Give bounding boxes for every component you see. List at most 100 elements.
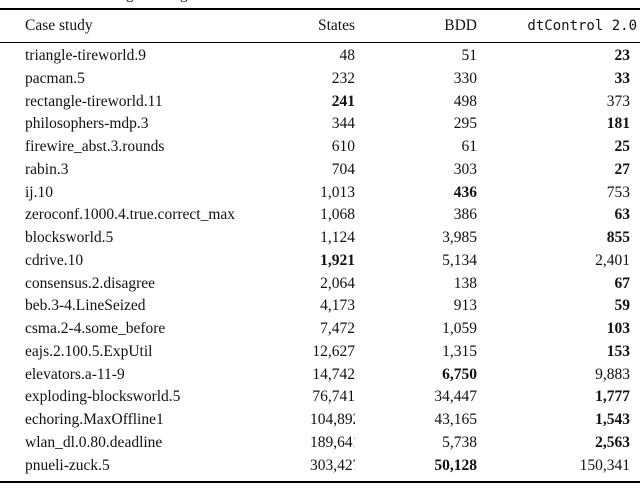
cell-case-study: exploding-blocksworld.5 [25, 388, 181, 406]
cell-dtcontrol: 67 [614, 274, 631, 292]
cell-dtcontrol: 25 [614, 138, 631, 155]
clipped-caption-fragment: g g [0, 0, 640, 5]
cell-case-study: ij.10 [25, 183, 53, 201]
cell-bdd: 303 [453, 160, 477, 178]
cell-bdd: 34,447 [434, 388, 477, 406]
cell-case-study: beb.3-4.LineSeized [25, 297, 146, 315]
cell-states: 14,742 [312, 365, 355, 383]
cell-bdd: 330 [453, 69, 477, 87]
cell-dtcontrol: 1,777 [595, 388, 630, 406]
cell-dtcontrol: 181 [606, 115, 630, 133]
cell-bdd: 498 [453, 92, 477, 110]
cell-case-study: pacman.5 [25, 69, 85, 87]
cell-bdd: 386 [453, 206, 477, 224]
cell-case-study: pnueli-zuck.5 [25, 456, 110, 474]
cell-dtcontrol: 150,341 [579, 456, 630, 474]
table-row: wlan_dl.0.80.deadline 189,641 5,738 2,56… [0, 432, 640, 455]
cell-case-study: echoring.MaxOffline1 [25, 411, 164, 428]
cell-bdd: 5,738 [442, 433, 477, 451]
cell-dtcontrol: 373 [606, 92, 630, 110]
cell-states: 104,892 [310, 411, 355, 428]
cell-dtcontrol: 23 [614, 47, 631, 64]
cell-bdd: 1,059 [442, 320, 477, 337]
cell-states: 2,064 [320, 274, 355, 292]
table-row: triangle-tireworld.9 48 51 23 [0, 43, 640, 68]
header-states: States [310, 9, 355, 43]
cell-bdd: 51 [461, 47, 478, 64]
cell-bdd: 3,985 [442, 229, 477, 246]
cell-states: 76,741 [312, 388, 355, 406]
cell-states: 303,427 [310, 456, 355, 474]
header-dtcontrol: dtControl 2.0 [480, 9, 640, 43]
table-row: exploding-blocksworld.5 76,741 34,447 1,… [0, 386, 640, 409]
cell-case-study: philosophers-mdp.3 [25, 115, 149, 133]
table-row: zeroconf.1000.4.true.correct_max 1,068 3… [0, 204, 640, 227]
cell-states: 1,124 [320, 229, 355, 246]
cell-dtcontrol: 2,401 [595, 251, 630, 269]
cell-states: 4,173 [320, 297, 355, 315]
cell-case-study: consensus.2.disagree [25, 274, 155, 292]
cell-bdd: 1,315 [442, 342, 477, 360]
results-table: Case study States BDD dtControl 2.0 tria… [0, 8, 640, 484]
cell-bdd: 436 [453, 183, 477, 201]
table-row: rabin.3 704 303 27 [0, 159, 640, 182]
cell-dtcontrol: 855 [606, 229, 630, 246]
table-row: csma.2-4.some_before 7,472 1,059 103 [0, 318, 640, 341]
cell-dtcontrol: 59 [614, 297, 631, 315]
cell-bdd: 50,128 [434, 456, 477, 474]
cell-bdd: 61 [461, 138, 478, 155]
cell-case-study: rabin.3 [25, 160, 69, 178]
cell-bdd: 138 [453, 274, 477, 292]
cell-states: 704 [331, 160, 355, 178]
cell-dtcontrol: 1,543 [595, 411, 630, 428]
cell-states: 344 [331, 115, 355, 133]
cell-dtcontrol: 33 [614, 69, 631, 87]
cell-dtcontrol: 63 [614, 206, 631, 224]
cell-case-study: elevators.a-11-9 [25, 365, 125, 383]
cell-case-study: wlan_dl.0.80.deadline [25, 433, 163, 451]
table-row: cdrive.10 1,921 5,134 2,401 [0, 250, 640, 273]
cell-case-study: zeroconf.1000.4.true.correct_max [25, 206, 236, 224]
cell-case-study: rectangle-tireworld.11 [25, 92, 163, 110]
table-row: firewire_abst.3.rounds 610 61 25 [0, 136, 640, 159]
cell-case-study: eajs.2.100.5.ExpUtil [25, 342, 153, 360]
table-row: elevators.a-11-9 14,742 6,750 9,883 [0, 364, 640, 387]
header-bdd: BDD [355, 9, 480, 43]
cell-bdd: 6,750 [442, 365, 477, 383]
cell-case-study: firewire_abst.3.rounds [25, 138, 165, 155]
cell-dtcontrol: 753 [606, 183, 630, 201]
table-row: pnueli-zuck.5 303,427 50,128 150,341 [0, 455, 640, 483]
cell-dtcontrol: 103 [606, 320, 630, 337]
cell-states: 48 [339, 47, 356, 64]
table-row: eajs.2.100.5.ExpUtil 12,627 1,315 153 [0, 341, 640, 364]
table-body: triangle-tireworld.9 48 51 23 pacman.5 2… [0, 43, 640, 483]
table-row: ij.10 1,013 436 753 [0, 182, 640, 205]
cell-case-study: blocksworld.5 [25, 229, 114, 246]
cell-states: 1,921 [320, 251, 355, 269]
cell-case-study: csma.2-4.some_before [25, 320, 166, 337]
table-row: beb.3-4.LineSeized 4,173 913 59 [0, 295, 640, 318]
cell-dtcontrol: 9,883 [595, 365, 630, 383]
table-row: echoring.MaxOffline1 104,892 43,165 1,54… [0, 409, 640, 432]
cell-dtcontrol: 153 [606, 342, 630, 360]
caption-descender-1: g [126, 0, 134, 3]
table-row: pacman.5 232 330 33 [0, 68, 640, 91]
table-header: Case study States BDD dtControl 2.0 [0, 9, 640, 43]
cell-states: 1,068 [320, 206, 355, 224]
cell-case-study: cdrive.10 [25, 251, 84, 269]
cell-dtcontrol: 27 [614, 160, 631, 178]
header-case-study: Case study [0, 9, 310, 43]
cell-case-study: triangle-tireworld.9 [25, 47, 146, 64]
cell-bdd: 5,134 [442, 251, 477, 269]
cell-states: 12,627 [312, 342, 355, 360]
cell-bdd: 295 [453, 115, 477, 133]
table-row: rectangle-tireworld.11 241 498 373 [0, 91, 640, 114]
table-row: blocksworld.5 1,124 3,985 855 [0, 227, 640, 250]
caption-descender-2: g [180, 0, 188, 3]
cell-bdd: 913 [453, 297, 477, 315]
cell-states: 1,013 [320, 183, 355, 201]
cell-states: 610 [331, 138, 355, 155]
cell-bdd: 43,165 [434, 411, 477, 428]
cell-states: 232 [331, 69, 355, 87]
